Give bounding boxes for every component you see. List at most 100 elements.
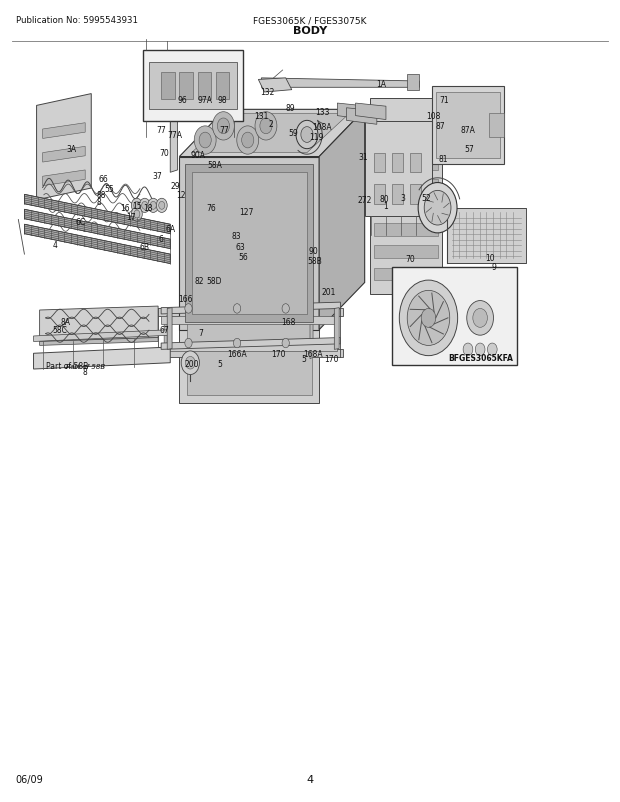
Text: 200: 200 xyxy=(184,359,199,369)
Circle shape xyxy=(150,202,156,210)
Polygon shape xyxy=(24,225,171,264)
Text: 97A: 97A xyxy=(197,95,213,104)
Polygon shape xyxy=(374,202,438,215)
Text: 15: 15 xyxy=(132,201,141,211)
Polygon shape xyxy=(319,110,365,330)
Text: 9: 9 xyxy=(491,263,496,272)
Text: 16: 16 xyxy=(120,204,130,213)
Polygon shape xyxy=(43,147,85,163)
Text: 6B: 6B xyxy=(140,242,150,252)
Polygon shape xyxy=(167,308,172,350)
Text: 108A: 108A xyxy=(312,123,331,132)
Polygon shape xyxy=(149,63,237,110)
Bar xyxy=(392,185,403,205)
Text: 31: 31 xyxy=(358,153,368,162)
Text: 56: 56 xyxy=(238,253,248,261)
Bar xyxy=(216,72,229,100)
Text: 81: 81 xyxy=(439,155,448,164)
Polygon shape xyxy=(40,338,158,346)
Polygon shape xyxy=(161,302,340,314)
Bar xyxy=(198,72,211,100)
Circle shape xyxy=(185,339,192,348)
Polygon shape xyxy=(161,343,337,351)
Circle shape xyxy=(218,119,229,135)
Text: 98: 98 xyxy=(217,95,227,104)
Polygon shape xyxy=(179,157,319,330)
Polygon shape xyxy=(436,93,500,159)
Circle shape xyxy=(185,357,195,370)
Text: 66: 66 xyxy=(99,175,108,184)
Polygon shape xyxy=(374,246,438,259)
Text: 82: 82 xyxy=(195,277,204,286)
Text: 90A: 90A xyxy=(190,152,205,160)
Text: 3: 3 xyxy=(401,194,405,203)
Text: 80: 80 xyxy=(379,195,389,204)
Text: 77: 77 xyxy=(156,125,166,135)
Text: 67: 67 xyxy=(159,326,169,334)
Text: 7: 7 xyxy=(198,329,203,338)
Text: 201: 201 xyxy=(321,288,335,297)
Polygon shape xyxy=(334,308,339,350)
Circle shape xyxy=(282,304,290,314)
Polygon shape xyxy=(259,79,292,93)
Text: 06/09: 06/09 xyxy=(16,775,43,784)
Text: 90: 90 xyxy=(309,247,319,256)
Text: 55: 55 xyxy=(105,184,114,193)
Circle shape xyxy=(140,199,150,213)
Text: 8: 8 xyxy=(97,197,102,207)
Circle shape xyxy=(148,199,159,213)
Text: 3A: 3A xyxy=(67,145,77,154)
Polygon shape xyxy=(446,209,526,263)
Text: 63: 63 xyxy=(235,242,245,252)
Polygon shape xyxy=(155,350,343,358)
Circle shape xyxy=(242,133,254,148)
Polygon shape xyxy=(179,110,365,157)
Text: 87A: 87A xyxy=(461,125,476,135)
Circle shape xyxy=(467,302,494,336)
Polygon shape xyxy=(24,195,171,234)
Bar xyxy=(392,153,403,173)
Text: 89: 89 xyxy=(286,104,295,113)
Polygon shape xyxy=(185,165,313,322)
Circle shape xyxy=(131,199,143,213)
Polygon shape xyxy=(347,108,377,125)
Text: BFGES3065KFA: BFGES3065KFA xyxy=(449,354,513,363)
Text: 76: 76 xyxy=(206,204,216,213)
Text: 168A: 168A xyxy=(303,350,323,358)
Circle shape xyxy=(282,339,290,348)
Polygon shape xyxy=(179,313,319,403)
Text: Publication No: 5995543931: Publication No: 5995543931 xyxy=(16,16,138,25)
Polygon shape xyxy=(161,338,340,350)
Circle shape xyxy=(234,339,241,348)
Bar xyxy=(143,51,243,122)
Bar xyxy=(392,267,516,366)
Polygon shape xyxy=(43,171,85,186)
Circle shape xyxy=(159,202,165,210)
Text: 166: 166 xyxy=(178,294,193,303)
Circle shape xyxy=(234,304,241,314)
Text: 4: 4 xyxy=(306,775,314,784)
Polygon shape xyxy=(40,306,158,342)
Text: 12: 12 xyxy=(176,191,185,200)
Circle shape xyxy=(131,208,143,222)
Polygon shape xyxy=(370,99,443,295)
Text: Part of 58B: Part of 58B xyxy=(66,363,105,370)
Circle shape xyxy=(418,184,457,233)
Polygon shape xyxy=(164,316,167,359)
Circle shape xyxy=(407,291,450,346)
Circle shape xyxy=(463,343,473,356)
Circle shape xyxy=(421,309,436,328)
Text: 168: 168 xyxy=(281,318,296,327)
Text: 131: 131 xyxy=(254,112,268,121)
Polygon shape xyxy=(365,122,432,217)
Circle shape xyxy=(134,202,140,210)
Circle shape xyxy=(142,202,148,210)
Circle shape xyxy=(487,343,497,356)
Polygon shape xyxy=(374,180,438,192)
Text: 18: 18 xyxy=(143,204,153,213)
Polygon shape xyxy=(192,173,307,314)
Text: 59: 59 xyxy=(288,128,298,137)
Polygon shape xyxy=(374,136,438,148)
Polygon shape xyxy=(187,321,312,395)
Text: 4: 4 xyxy=(52,241,57,250)
